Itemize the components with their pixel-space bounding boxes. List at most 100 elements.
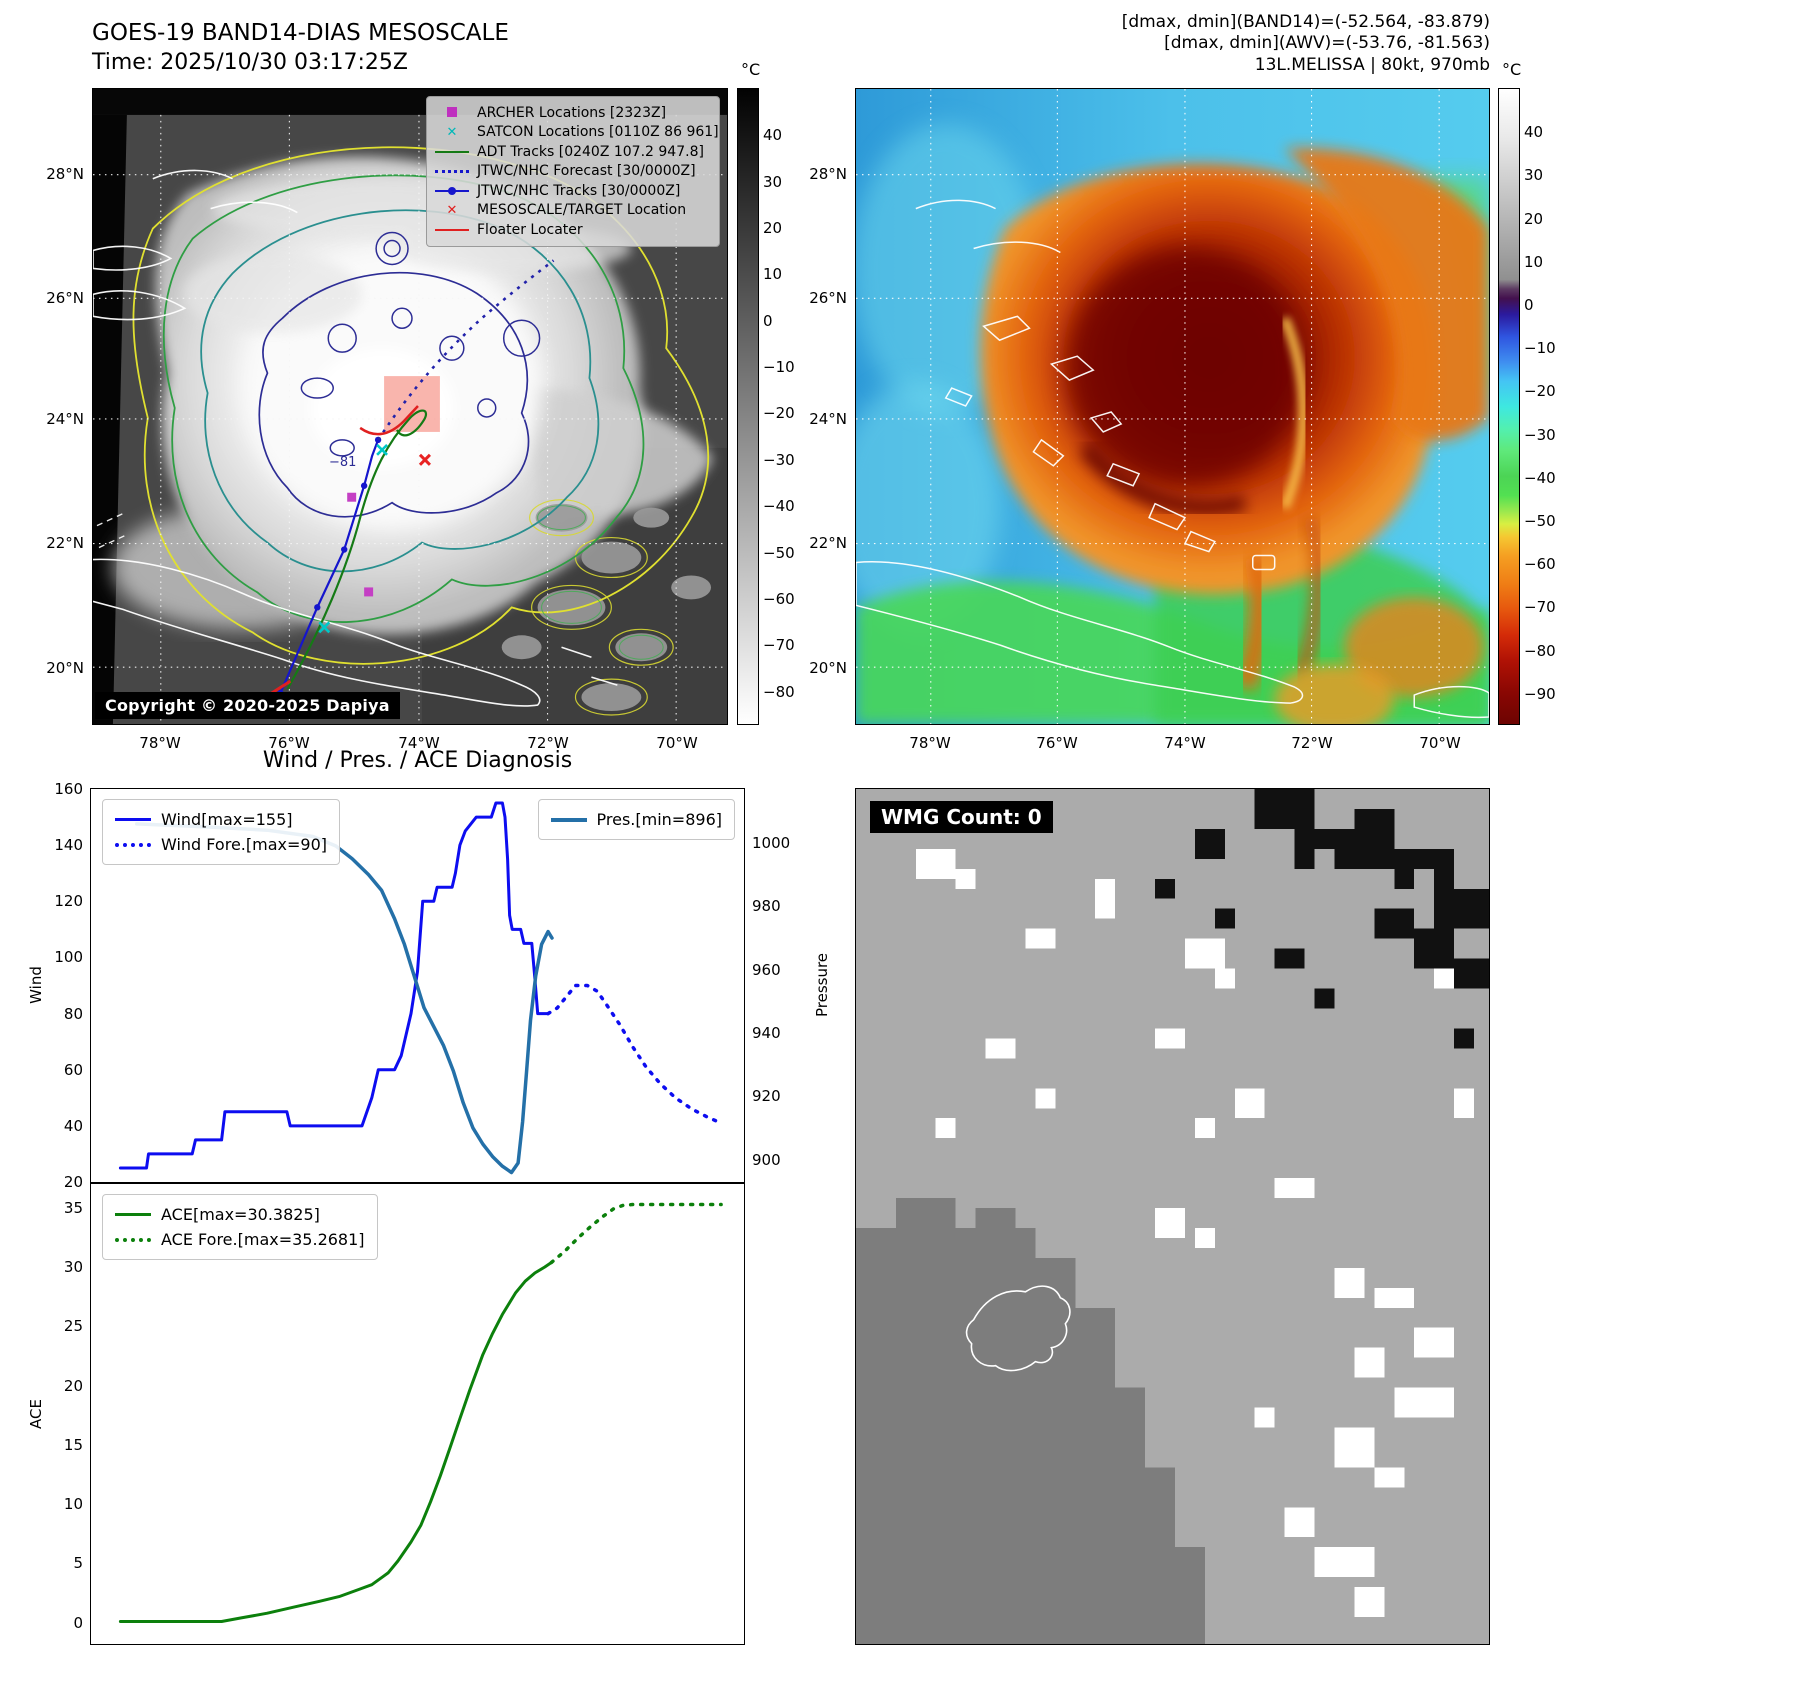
legend-label: ACE Fore.[max=35.2681] bbox=[161, 1230, 365, 1249]
axis-tick: 960 bbox=[752, 960, 781, 979]
lon-tick: 78°W bbox=[139, 734, 181, 752]
storm-status: 13L.MELISSA | 80kt, 970mb bbox=[1254, 54, 1490, 75]
axis-tick: 20 bbox=[63, 1173, 83, 1191]
band14-time: Time: 2025/10/30 03:17:25Z bbox=[92, 50, 408, 75]
wmg-white-cells bbox=[915, 848, 1475, 1618]
diagnosis-title: Wind / Pres. / ACE Diagnosis bbox=[262, 748, 573, 773]
copyright-banner: Copyright © 2020-2025 Dapiya bbox=[95, 692, 400, 719]
colorbar-tick: −10 bbox=[763, 358, 795, 377]
legend-label: JTWC/NHC Tracks [30/0000Z] bbox=[477, 182, 681, 199]
colorbar-tick: 0 bbox=[1524, 295, 1534, 314]
wmg-count-badge: WMG Count: 0 bbox=[870, 801, 1053, 833]
axis-tick: 25 bbox=[63, 1317, 83, 1336]
colorbar-tick: −60 bbox=[763, 589, 795, 608]
mesoscale-target-box bbox=[384, 376, 440, 432]
colorbar-tick: −40 bbox=[1524, 468, 1556, 487]
lon-tick: 74°W bbox=[1164, 734, 1206, 752]
legend-label: Floater Locater bbox=[477, 221, 583, 238]
colorbar-tick: −20 bbox=[763, 404, 795, 423]
axis-tick: 0 bbox=[73, 1613, 83, 1632]
legend-label: MESOSCALE/TARGET Location bbox=[477, 202, 687, 219]
target-marker-icon: ✕ bbox=[446, 202, 458, 218]
jtwc-track-points bbox=[277, 436, 382, 697]
axis-tick: 10 bbox=[63, 1495, 83, 1514]
lat-tick: 24°N bbox=[809, 410, 847, 428]
wmg-map: WMG Count: 0 bbox=[855, 788, 1490, 1645]
lon-tick: 70°W bbox=[656, 734, 698, 752]
axis-tick: 1000 bbox=[752, 833, 791, 852]
lat-tick: 24°N bbox=[46, 410, 84, 428]
satcon-markers bbox=[318, 443, 388, 634]
lat-tick: 22°N bbox=[809, 534, 847, 552]
wmg-dark-region bbox=[856, 1198, 1205, 1644]
colorbar-tick: −90 bbox=[1524, 684, 1556, 703]
lat-tick: 28°N bbox=[46, 165, 84, 183]
colorbar-tick: 40 bbox=[1524, 123, 1544, 142]
ace-axis-label: ACE bbox=[27, 1399, 45, 1429]
colorbar-tick: 20 bbox=[1524, 209, 1544, 228]
dmax-band14: [dmax, dmin](BAND14)=(-52.564, -83.879) bbox=[1121, 12, 1490, 32]
wmg-black-cells bbox=[1155, 789, 1489, 1049]
adt-line-icon bbox=[435, 150, 469, 153]
wind-pressure-chart: 160 140 120 100 80 60 40 20 1000 980 960 940 920 900 bbox=[54, 780, 790, 1191]
lon-tick: 78°W bbox=[909, 734, 951, 752]
awv-satellite-image bbox=[856, 89, 1489, 724]
pressure-axis-label: Pressure bbox=[813, 952, 831, 1018]
lon-tick: 76°W bbox=[268, 734, 310, 752]
adt-track-line bbox=[286, 409, 428, 690]
legend-label: Pres.[min=896] bbox=[596, 810, 722, 829]
band14-colorbar: 40 30 20 10 0 −10 −20 −30 −40 −50 −60 −70 −80 bbox=[737, 88, 795, 725]
legend-label: Wind[max=155] bbox=[161, 810, 293, 829]
legend-label: ARCHER Locations [2323Z] bbox=[477, 104, 667, 121]
colorbar-tick: 10 bbox=[1524, 252, 1544, 271]
lat-tick: 26°N bbox=[809, 289, 847, 307]
target-marker bbox=[418, 453, 431, 466]
pressure-legend: Pres.[min=896] bbox=[537, 799, 735, 840]
colorbar-tick: −30 bbox=[1524, 425, 1556, 444]
lon-tick: 74°W bbox=[398, 734, 440, 752]
colorbar-tick: 0 bbox=[763, 311, 773, 330]
axis-tick: 100 bbox=[54, 948, 83, 967]
axis-tick: 40 bbox=[63, 1116, 83, 1135]
lon-tick: 76°W bbox=[1036, 734, 1078, 752]
lon-tick: 72°W bbox=[527, 734, 569, 752]
ace-forecast-line-icon bbox=[115, 1237, 151, 1242]
axis-tick: 980 bbox=[752, 897, 781, 916]
colorbar-tick: −30 bbox=[763, 450, 795, 469]
wmg-grid-image bbox=[856, 789, 1489, 1644]
lat-tick: 26°N bbox=[46, 289, 84, 307]
colorbar-tick: −60 bbox=[1524, 555, 1556, 574]
axis-tick: 15 bbox=[63, 1435, 83, 1454]
colorbar-tick: −50 bbox=[763, 543, 795, 562]
jtwc-forecast-line bbox=[377, 259, 555, 441]
axis-tick: 160 bbox=[54, 780, 83, 798]
archer-markers bbox=[347, 492, 374, 597]
archer-marker-icon bbox=[435, 105, 469, 121]
lat-tick: 28°N bbox=[809, 165, 847, 183]
colorbar-tick: 30 bbox=[763, 172, 783, 191]
colorbar-tick: −80 bbox=[763, 682, 795, 701]
legend-label: JTWC/NHC Forecast [30/0000Z] bbox=[477, 163, 696, 180]
legend-label: ADT Tracks [0240Z 107.2 947.8] bbox=[477, 143, 704, 160]
colorbar-tick: −10 bbox=[1524, 339, 1556, 358]
band14-title: GOES-19 BAND14-DIAS MESOSCALE bbox=[92, 20, 509, 46]
lat-tick: 20°N bbox=[809, 659, 847, 677]
legend-label: SATCON Locations [0110Z 86 961] bbox=[477, 124, 719, 141]
jamaica-outline bbox=[965, 1285, 1071, 1372]
colorbar-tick: 10 bbox=[763, 265, 783, 284]
band14-legend: ARCHER Locations [2323Z] ✕ SATCON Locatio… bbox=[426, 96, 720, 247]
colorbar-tick: −70 bbox=[763, 636, 795, 655]
axis-tick: 30 bbox=[63, 1257, 83, 1276]
axis-tick: 920 bbox=[752, 1087, 781, 1106]
colorbar-unit: °C bbox=[741, 60, 761, 79]
dmax-awv: [dmax, dmin](AWV)=(-53.76, -81.563) bbox=[1164, 33, 1490, 54]
axis-tick: 35 bbox=[63, 1198, 83, 1217]
axis-tick: 140 bbox=[54, 836, 83, 855]
colorbar-tick: −20 bbox=[1524, 382, 1556, 401]
ace-chart: 35 30 25 20 15 10 5 0 bbox=[64, 1183, 745, 1645]
axis-tick: 940 bbox=[752, 1024, 781, 1043]
lat-tick: 22°N bbox=[46, 534, 84, 552]
pressure-line-icon bbox=[550, 817, 587, 822]
awv-map bbox=[855, 88, 1490, 725]
